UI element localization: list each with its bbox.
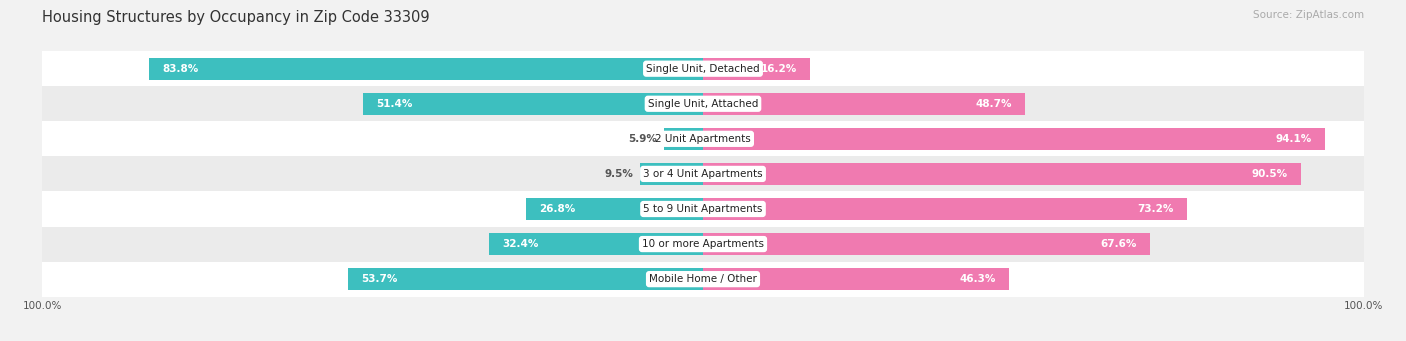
Bar: [42, 51, 1364, 86]
Bar: [640, 163, 703, 185]
Text: 90.5%: 90.5%: [1251, 169, 1288, 179]
Text: Source: ZipAtlas.com: Source: ZipAtlas.com: [1253, 10, 1364, 20]
Bar: [42, 226, 1364, 262]
Text: Housing Structures by Occupancy in Zip Code 33309: Housing Structures by Occupancy in Zip C…: [42, 10, 430, 25]
Bar: [703, 163, 1301, 185]
Text: 10 or more Apartments: 10 or more Apartments: [643, 239, 763, 249]
Bar: [703, 58, 810, 79]
Text: 16.2%: 16.2%: [761, 64, 797, 74]
Text: 73.2%: 73.2%: [1137, 204, 1174, 214]
Bar: [42, 121, 1364, 157]
Text: 67.6%: 67.6%: [1099, 239, 1136, 249]
Bar: [149, 58, 703, 79]
Text: 26.8%: 26.8%: [538, 204, 575, 214]
Text: 83.8%: 83.8%: [163, 64, 198, 74]
Text: Single Unit, Attached: Single Unit, Attached: [648, 99, 758, 109]
Bar: [664, 128, 703, 150]
Bar: [363, 93, 703, 115]
Bar: [489, 233, 703, 255]
Text: 5.9%: 5.9%: [628, 134, 658, 144]
Text: 3 or 4 Unit Apartments: 3 or 4 Unit Apartments: [643, 169, 763, 179]
Text: Single Unit, Detached: Single Unit, Detached: [647, 64, 759, 74]
Bar: [42, 157, 1364, 191]
Text: 5 to 9 Unit Apartments: 5 to 9 Unit Apartments: [644, 204, 762, 214]
Bar: [703, 268, 1010, 290]
Text: 46.3%: 46.3%: [959, 274, 995, 284]
Text: 32.4%: 32.4%: [502, 239, 538, 249]
Bar: [703, 128, 1324, 150]
Text: 2 Unit Apartments: 2 Unit Apartments: [655, 134, 751, 144]
Bar: [42, 86, 1364, 121]
Text: 53.7%: 53.7%: [361, 274, 398, 284]
Text: 94.1%: 94.1%: [1275, 134, 1312, 144]
Bar: [703, 198, 1187, 220]
Bar: [703, 233, 1150, 255]
Text: 48.7%: 48.7%: [976, 99, 1011, 109]
Text: Mobile Home / Other: Mobile Home / Other: [650, 274, 756, 284]
Bar: [526, 198, 703, 220]
Bar: [703, 93, 1025, 115]
Text: 51.4%: 51.4%: [377, 99, 413, 109]
Bar: [42, 191, 1364, 226]
Text: 9.5%: 9.5%: [605, 169, 634, 179]
Bar: [349, 268, 703, 290]
Bar: [42, 262, 1364, 297]
